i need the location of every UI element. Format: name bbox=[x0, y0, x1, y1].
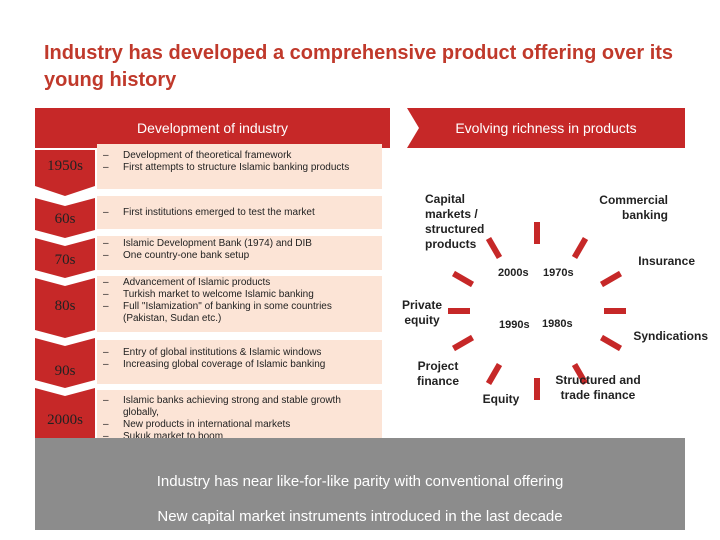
development-header-label: Development of industry bbox=[137, 120, 288, 136]
bullets-70s: – Islamic Development Bank (1974) and DIB… bbox=[103, 238, 378, 262]
wheel-tick-sse bbox=[571, 362, 589, 386]
wheel-tick-west bbox=[448, 308, 470, 314]
product-project-finance: Project finance bbox=[416, 359, 459, 388]
bullets-1950s: – Development of theoretical framework – F… bbox=[103, 150, 378, 174]
products-header-label: Evolving richness in products bbox=[455, 120, 637, 136]
chevron-1950s bbox=[35, 150, 95, 196]
development-header: Development of industry bbox=[35, 108, 390, 148]
bullet-item: – Entry of global institutions & Islamic … bbox=[103, 347, 322, 358]
decade-label: 80s bbox=[54, 298, 76, 314]
decade-label: 2000s bbox=[47, 412, 83, 428]
bullet-item: – Turkish market to welcome Islamic banki… bbox=[103, 289, 314, 300]
bullet-item: – One country-one bank setup bbox=[103, 250, 250, 261]
year-label: 1970s bbox=[543, 267, 574, 279]
wheel-tick-east bbox=[604, 308, 626, 314]
decade-label: 1950s bbox=[47, 158, 83, 174]
chevron-60s bbox=[35, 198, 95, 238]
product-structured-trade-finance: Structured and trade finance bbox=[555, 373, 641, 402]
band-1950s bbox=[97, 144, 382, 189]
bullet-item: – New products in international markets bbox=[103, 419, 291, 430]
bullets-60s: – First institutions emerged to test the … bbox=[103, 207, 378, 219]
bullets-80s: – Advancement of Islamic products – Turkis… bbox=[103, 277, 378, 325]
product-commercial-banking: Commercial banking bbox=[599, 193, 668, 222]
product-private-equity: Private equity bbox=[401, 298, 443, 327]
band-70s bbox=[97, 236, 382, 270]
decade-label: 90s bbox=[54, 363, 76, 379]
band-80s bbox=[97, 276, 382, 332]
wheel-tick-wnw bbox=[451, 270, 475, 288]
bullet-item: – Full "Islamization" of banking in some … bbox=[103, 301, 332, 324]
band-90s bbox=[97, 340, 382, 384]
wheel-tick-ese bbox=[599, 334, 623, 352]
product-equity: Equity bbox=[482, 392, 520, 406]
chevron-80s bbox=[35, 278, 95, 338]
wheel-tick-south bbox=[534, 378, 540, 400]
chevron-90s bbox=[35, 338, 95, 388]
wheel-tick-north bbox=[534, 222, 540, 244]
product-capital-markets: Capital markets / structured products bbox=[425, 192, 485, 251]
banner-line-1: Industry has near like-for-like parity w… bbox=[156, 473, 564, 490]
banner-line-2: New capital market instruments introduce… bbox=[157, 508, 563, 525]
wheel-tick-nne bbox=[571, 236, 589, 260]
band-60s bbox=[97, 196, 382, 229]
wheel-tick-nnw bbox=[485, 236, 503, 260]
bullet-item: – Development of theoretical framework bbox=[103, 150, 292, 161]
products-header: Evolving richness in products bbox=[407, 108, 685, 148]
bullets-2000s: – Islamic banks achieving strong and stab… bbox=[103, 395, 378, 443]
year-label: 1990s bbox=[499, 319, 530, 331]
chevron-70s bbox=[35, 238, 95, 278]
header-notch bbox=[407, 108, 419, 148]
wheel-tick-ssw bbox=[485, 362, 503, 386]
bullet-item: – First attempts to structure Islamic ban… bbox=[103, 162, 350, 173]
year-label: 1980s bbox=[542, 318, 573, 330]
product-syndications: Syndications bbox=[633, 329, 708, 343]
decade-label: 60s bbox=[54, 211, 76, 227]
bullets-90s: – Entry of global institutions & Islamic … bbox=[103, 347, 378, 371]
decade-label: 70s bbox=[54, 252, 76, 268]
product-insurance: Insurance bbox=[638, 254, 695, 268]
wheel-tick-ene bbox=[599, 270, 623, 288]
bullet-item: – Islamic Development Bank (1974) and DIB bbox=[103, 238, 312, 249]
wheel-tick-wsw bbox=[451, 334, 475, 352]
bullet-item: – Islamic banks achieving strong and stab… bbox=[103, 395, 341, 418]
bullet-item: – Advancement of Islamic products bbox=[103, 277, 271, 288]
bullet-item: – Increasing global coverage of Islamic b… bbox=[103, 359, 326, 370]
page-title: Industry has developed a comprehensive p… bbox=[44, 42, 674, 91]
summary-banner: Industry has near like-for-like parity w… bbox=[35, 438, 685, 530]
bullet-item: – First institutions emerged to test the … bbox=[103, 207, 315, 218]
bullet-item: – Sukuk market to boom bbox=[103, 431, 224, 442]
year-label: 2000s bbox=[498, 267, 529, 279]
